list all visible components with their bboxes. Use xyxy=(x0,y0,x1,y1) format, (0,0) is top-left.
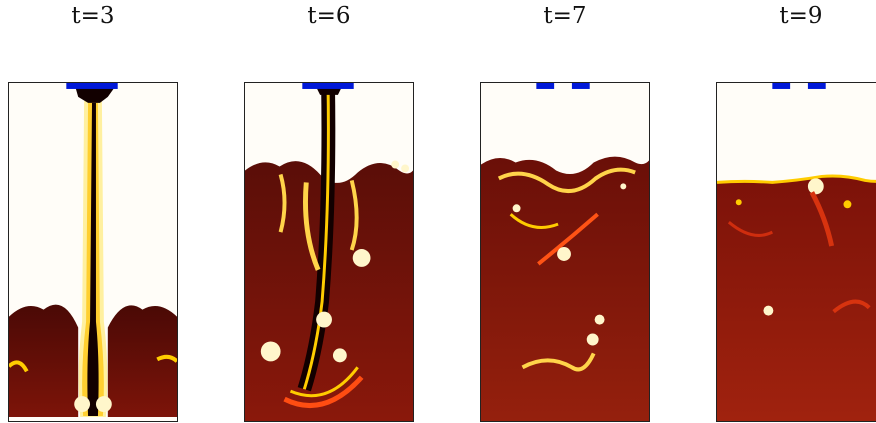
simulation-panel-t7 xyxy=(480,82,650,422)
simulation-image-t9 xyxy=(717,83,876,421)
simulation-panel-t3 xyxy=(8,82,178,422)
simulation-image-t3 xyxy=(9,83,177,421)
panel-title-t6: t=6 xyxy=(307,3,351,29)
panel-title-t3: t=3 xyxy=(71,3,115,29)
panel-title-t9: t=9 xyxy=(779,3,823,29)
simulation-image-t6 xyxy=(245,83,413,421)
panel-title-t7: t=7 xyxy=(543,3,587,29)
simulation-image-t7 xyxy=(481,83,649,421)
simulation-panel-t6 xyxy=(244,82,414,422)
simulation-panel-t9 xyxy=(716,82,876,422)
